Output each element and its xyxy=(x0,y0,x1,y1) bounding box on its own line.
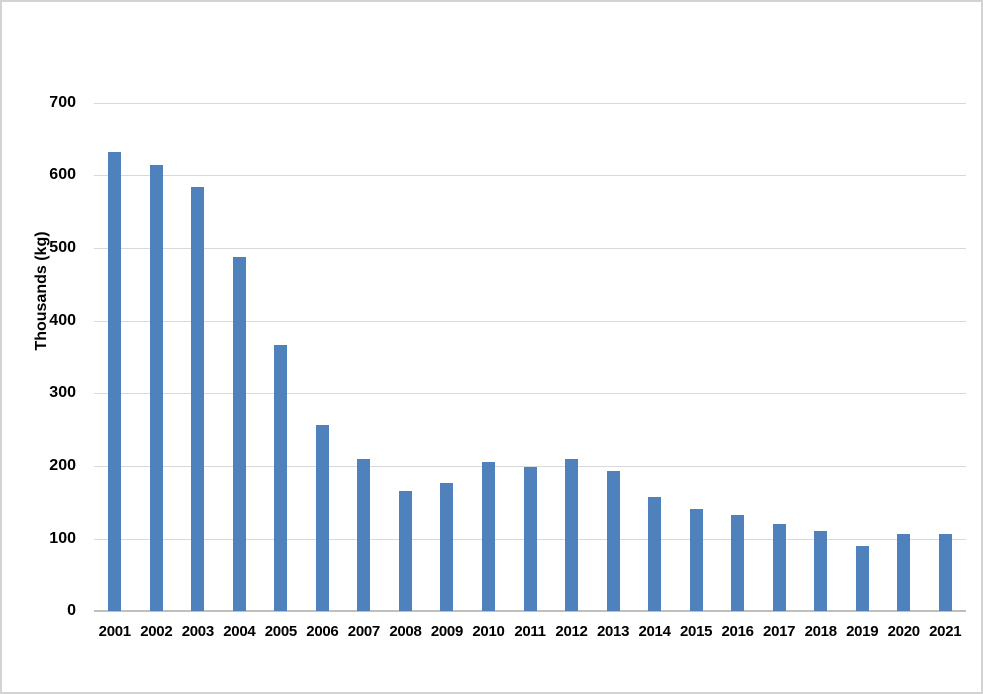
bar-2003 xyxy=(191,186,205,612)
bar-2016 xyxy=(731,514,745,612)
x-tick-label: 2016 xyxy=(721,623,754,640)
x-tick-label: 2021 xyxy=(929,623,962,640)
y-tick-label: 200 xyxy=(49,456,76,474)
x-tick-label: 2013 xyxy=(596,623,630,640)
y-tick-label: 700 xyxy=(49,93,76,111)
x-tick-label: 2007 xyxy=(347,623,380,640)
bar-2002 xyxy=(149,165,163,612)
gridline xyxy=(94,175,966,177)
x-tick-label: 2010 xyxy=(472,623,505,640)
bar-2008 xyxy=(398,490,412,612)
bar-2007 xyxy=(357,459,371,612)
x-tick-label: 2015 xyxy=(680,623,713,640)
bar-2004 xyxy=(232,256,246,612)
x-tick-label: 2006 xyxy=(306,623,339,640)
x-tick-label: 2012 xyxy=(555,623,588,640)
x-tick-label: 2009 xyxy=(430,623,464,640)
x-tick-label: 2003 xyxy=(181,623,214,640)
bar-2018 xyxy=(814,531,828,612)
bar-2017 xyxy=(772,524,786,612)
bar-2009 xyxy=(440,483,454,612)
x-tick-label: 2004 xyxy=(223,623,256,640)
bar-2014 xyxy=(648,496,662,612)
bar-2006 xyxy=(315,424,329,612)
bar-2011 xyxy=(523,466,537,612)
gridline xyxy=(94,320,966,322)
bar-2020 xyxy=(897,534,911,612)
bar-2013 xyxy=(606,471,620,612)
gridline xyxy=(94,393,966,395)
gridline xyxy=(94,102,966,104)
y-tick-label: 0 xyxy=(67,602,76,620)
bar-2005 xyxy=(274,345,288,612)
bar-2021 xyxy=(938,533,952,612)
x-tick-label: 2018 xyxy=(804,623,837,640)
bar-2012 xyxy=(565,459,579,612)
bar-2019 xyxy=(855,545,869,612)
gridline xyxy=(94,248,966,249)
x-axis-line xyxy=(94,610,966,613)
x-tick-label: 2005 xyxy=(264,623,297,640)
y-tick-label: 600 xyxy=(49,166,76,184)
y-tick-label: 500 xyxy=(49,239,76,256)
x-tick-label: 2020 xyxy=(887,623,920,640)
y-tick-label: 400 xyxy=(49,311,76,329)
x-tick-label: 2011 xyxy=(514,623,546,640)
y-tick-label: 300 xyxy=(49,384,76,402)
x-tick-label: 2017 xyxy=(763,623,796,640)
bar-2010 xyxy=(481,461,495,612)
x-tick-label: 2019 xyxy=(846,623,879,640)
x-tick-label: 2002 xyxy=(140,623,173,640)
bar-2001 xyxy=(108,152,122,612)
gridline xyxy=(94,465,966,467)
bar-2015 xyxy=(689,508,703,612)
x-tick-label: 2001 xyxy=(98,623,131,640)
y-tick-label: 100 xyxy=(49,529,76,547)
x-tick-label: 2014 xyxy=(638,623,671,640)
x-tick-label: 2008 xyxy=(389,623,422,640)
